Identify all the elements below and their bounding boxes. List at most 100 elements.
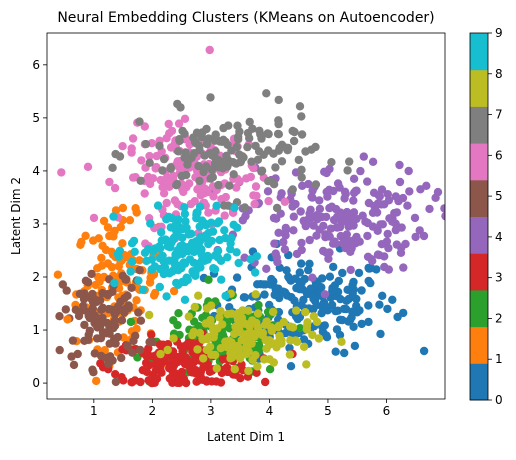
scatter-point [211,147,220,156]
scatter-point [103,290,113,300]
scatter-point [110,278,119,288]
scatter-point [337,337,346,346]
scatter-point [110,226,119,236]
scatter-point [204,275,213,284]
scatter-point [350,341,360,351]
scatter-point [345,236,354,246]
scatter-point [157,228,166,237]
scatter-point [162,198,171,208]
scatter-point [234,135,243,144]
scatter-point [216,306,225,316]
scatter-point [425,204,434,214]
scatter-point [377,185,387,194]
scatter-point [292,249,302,259]
scatter-point [349,322,358,331]
scatter-point [235,354,245,363]
scatter-point [183,153,192,163]
scatter-point [297,130,307,139]
scatter-point [180,114,190,124]
scatter-point [117,353,126,363]
scatter-point [189,133,198,142]
scatter-point [286,362,296,371]
colorbar-segment [470,143,488,181]
scatter-point [174,119,184,128]
scatter-point [246,255,255,264]
scatter-point [178,347,187,356]
scatter-point [142,351,151,361]
scatter-point [346,265,355,275]
scatter-point [216,378,226,387]
scatter-point [363,231,372,241]
scatter-point [397,243,406,252]
scatter-point [105,177,114,187]
scatter-point [282,266,291,275]
scatter-point [101,245,111,255]
scatter-point [141,358,151,368]
scatter-point [136,377,145,387]
scatter-point [295,312,305,322]
scatter-point [297,173,306,182]
scatter-point [238,216,247,225]
scatter-point [333,179,343,188]
scatter-point [383,229,392,239]
scatter-point [117,316,127,325]
scatter-point [391,219,400,228]
scatter-point [204,208,213,217]
scatter-point [199,354,208,363]
scatter-point [373,199,383,208]
scatter-point [197,216,207,225]
scatter-point [110,334,119,344]
scatter-point [248,355,257,364]
scatter-point [158,166,167,175]
scatter-point [195,176,204,186]
scatter-point [196,232,205,242]
scatter-point [53,270,63,279]
scatter-point [246,172,255,182]
scatter-point [145,158,154,167]
scatter-point [254,329,263,338]
scatter-point [174,147,183,156]
scatter-point [254,300,263,310]
colorbar-segment [470,326,488,364]
y-tick-label: 1 [32,323,40,337]
scatter-point [175,222,184,232]
scatter-point [265,365,275,374]
scatter-point [272,253,281,262]
scatter-point [308,330,317,340]
scatter-point [167,126,177,136]
scatter-point [229,170,238,179]
scatter-point [281,231,290,240]
scatter-point [256,280,265,289]
scatter-point [173,99,182,109]
scatter-point [184,230,193,239]
scatter-point [92,334,102,343]
scatter-point [135,345,145,355]
scatter-points [53,45,445,388]
scatter-point [317,274,327,283]
scatter-point [309,221,318,230]
scatter-point [169,334,178,343]
scatter-point [207,350,216,359]
scatter-point [253,155,263,164]
scatter-point [168,171,178,180]
scatter-point [240,293,250,302]
scatter-point [88,365,97,374]
scatter-point [63,315,72,324]
scatter-point [274,146,283,155]
scatter-point [174,280,183,289]
scatter-point [83,335,93,344]
scatter-point [286,322,295,331]
scatter-point [184,247,193,256]
scatter-point [71,305,81,314]
scatter-point [118,239,127,248]
scatter-point [138,285,148,294]
scatter-point [75,289,85,298]
scatter-point [283,143,293,153]
colorbar-segment [470,179,488,217]
scatter-point [262,89,271,98]
scatter-point [404,166,413,176]
scatter-point [295,268,304,277]
scatter-point [96,351,106,361]
